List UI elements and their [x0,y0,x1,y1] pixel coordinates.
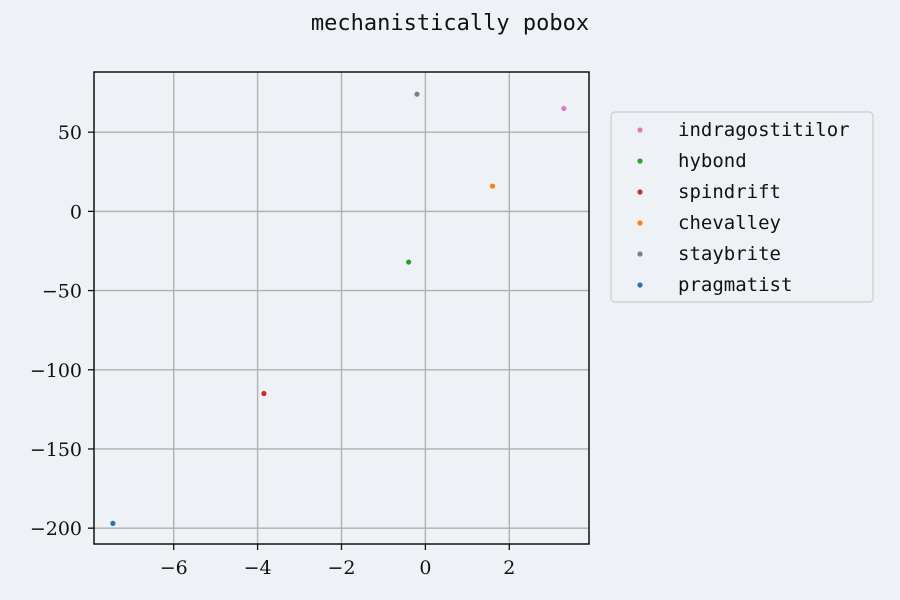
legend: indragostitilor hybond spindrift chevalley s… [610,111,874,303]
legend-marker-staybrite [637,251,643,257]
scatter-point-pragmatist [110,520,116,527]
scatter-point-indragostitilor [561,105,567,112]
y-tick-label: −50 [42,281,82,303]
y-tick-label: 0 [70,201,82,223]
scatter-point-spindrift [261,390,267,397]
x-tick-label: −2 [327,557,355,579]
legend-marker-chevalley [637,220,643,226]
legend-label: staybrite [678,243,781,265]
legend-label: pragmatist [678,274,792,296]
axis-ticks: −6 −4 −2 0 2 −200 −150 −100 −50 0 50 [30,122,516,579]
legend-marker-spindrift [637,189,643,195]
grid [94,72,589,544]
x-tick-label: 0 [419,557,431,579]
chart-title: mechanistically pobox [311,11,589,36]
scatter-point-hybond [406,259,412,265]
legend-marker-hybond [637,158,643,164]
y-tick-label: −100 [30,360,82,382]
legend-marker-pragmatist [637,282,643,288]
legend-box [610,111,874,303]
legend-label: indragostitilor [678,119,850,141]
legend-label: hybond [678,150,747,172]
x-tick-label: 2 [503,557,515,579]
x-tick-label: −6 [160,557,188,579]
legend-label: spindrift [678,181,781,203]
scatter-point-staybrite [414,91,420,97]
y-tick-label: −200 [30,518,82,540]
y-tick-label: −150 [30,439,82,461]
legend-marker-indragostitilor [637,127,643,133]
x-tick-label: −4 [244,557,272,579]
y-tick-label: 50 [58,122,82,144]
scatter-point-chevalley [489,183,496,189]
legend-label: chevalley [678,212,781,234]
data-points [110,91,567,527]
